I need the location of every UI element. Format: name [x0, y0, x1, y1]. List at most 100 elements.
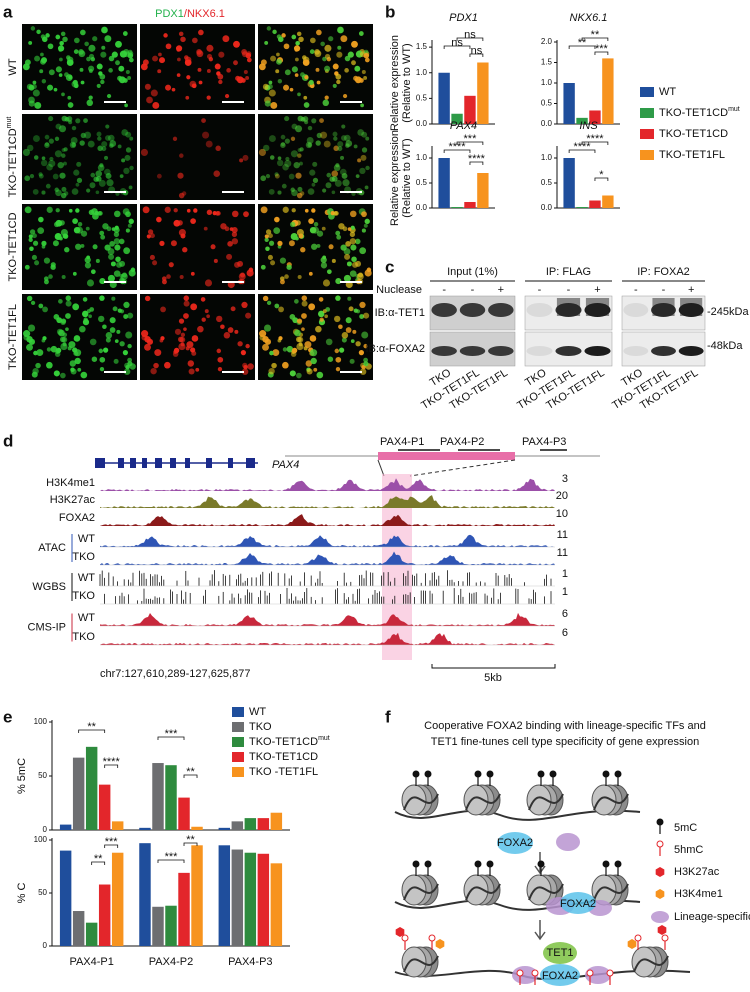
cell: [61, 336, 68, 343]
cell: [245, 343, 250, 349]
cell: [42, 306, 48, 313]
cell: [125, 131, 132, 138]
cell: [356, 272, 364, 280]
dna-wrap: [403, 955, 439, 973]
cell: [214, 211, 220, 216]
cell: [260, 175, 267, 182]
cell: [33, 155, 39, 160]
cell: [197, 325, 204, 333]
chart-title: INS: [579, 120, 598, 132]
bar: [602, 195, 614, 208]
cell: [88, 44, 96, 52]
significance-bracket: [594, 177, 609, 181]
cell: [68, 341, 76, 349]
cell: [270, 102, 278, 109]
cell: [43, 257, 51, 264]
cell: [129, 165, 134, 171]
gene-name: PAX4: [272, 459, 299, 471]
bar: [464, 95, 476, 124]
cell: [55, 208, 60, 213]
legend-swatch: [232, 722, 244, 732]
bar: [178, 872, 190, 946]
y-tick-label: 0.0: [416, 119, 428, 128]
cell: [265, 246, 270, 252]
blot-band: [651, 346, 676, 356]
cell: [288, 173, 295, 180]
row-label: TKO-TET1CD: [7, 212, 19, 281]
cell: [179, 275, 184, 280]
cell: [351, 60, 356, 66]
cell: [152, 102, 160, 109]
cell: [247, 363, 254, 370]
cell: [108, 55, 115, 62]
cell: [338, 223, 345, 230]
cell: [310, 37, 316, 44]
cell: [62, 342, 67, 347]
significance-bracket: [456, 37, 484, 41]
cell: [265, 173, 271, 179]
cell: [361, 364, 366, 370]
cell: [274, 173, 280, 179]
cell: [95, 190, 100, 195]
cell: [298, 342, 303, 347]
nucleosome: [591, 784, 617, 816]
cell: [311, 182, 316, 187]
blot-band: [584, 346, 611, 356]
cell: [350, 339, 355, 343]
cell: [295, 172, 302, 179]
cell: [260, 206, 268, 214]
cell: [61, 275, 66, 280]
cell: [180, 233, 186, 239]
cell: [121, 158, 126, 163]
cell: [338, 324, 343, 330]
cell: [114, 244, 121, 251]
cell: [99, 295, 105, 301]
y-tick-label: 0.5: [541, 178, 553, 187]
cell: [310, 357, 317, 365]
cell: [65, 300, 72, 307]
cell: [263, 324, 272, 332]
cell: [34, 102, 42, 109]
cell: [364, 57, 370, 63]
cell: [71, 142, 76, 148]
zoom-region: [378, 452, 515, 460]
cell: [335, 356, 342, 363]
cell: [123, 368, 131, 375]
cell: [53, 370, 60, 377]
cell: [262, 336, 269, 343]
cell: [353, 144, 358, 149]
significance-label: ***: [595, 43, 609, 55]
cell: [231, 210, 239, 218]
cell: [311, 243, 318, 250]
cell: [90, 269, 96, 275]
cell: [190, 218, 196, 225]
cell: [308, 79, 314, 85]
cell: [291, 347, 298, 354]
cell: [315, 325, 322, 333]
micrograph: [22, 24, 137, 110]
legend-label-sup: mut: [318, 735, 330, 742]
cell: [220, 223, 227, 230]
cell: [27, 324, 36, 332]
cell: [182, 247, 188, 253]
cell: [299, 161, 303, 166]
cell: [28, 237, 33, 242]
cell: [294, 73, 299, 77]
cell: [291, 208, 296, 213]
cell: [306, 368, 313, 375]
cell: [164, 361, 171, 369]
cell: [105, 173, 112, 179]
cell: [297, 275, 302, 280]
cell: [220, 324, 225, 330]
micrograph: [140, 24, 255, 110]
bar: [231, 821, 244, 830]
cell: [359, 301, 366, 309]
cell: [341, 173, 348, 179]
promoter-label: PAX4-P1: [380, 436, 424, 448]
x-tick-label: PAX4-P3: [228, 956, 272, 968]
legend-label: Lineage-specific TFs: [674, 911, 750, 923]
cell: [89, 338, 97, 346]
cell: [268, 80, 273, 85]
legend-label-main: TKO-TET1CD: [659, 107, 728, 119]
cell: [38, 216, 44, 223]
